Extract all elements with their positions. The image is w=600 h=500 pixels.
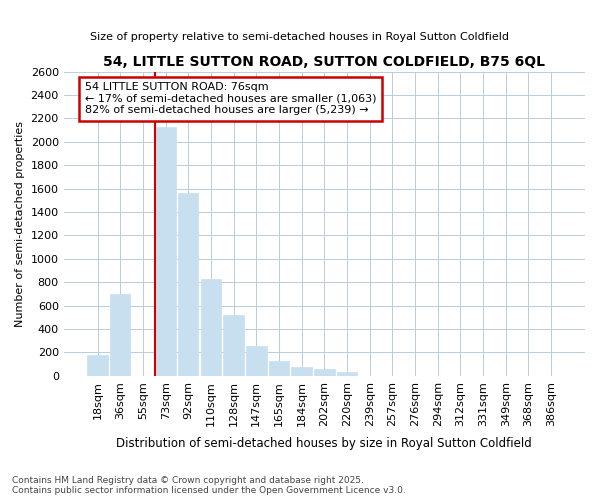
Y-axis label: Number of semi-detached properties: Number of semi-detached properties [15, 120, 25, 326]
Bar [269, 360, 289, 376]
Title: 54, LITTLE SUTTON ROAD, SUTTON COLDFIELD, B75 6QL: 54, LITTLE SUTTON ROAD, SUTTON COLDFIELD… [103, 55, 545, 69]
Text: Size of property relative to semi-detached houses in Royal Sutton Coldfield: Size of property relative to semi-detach… [91, 32, 509, 42]
Bar [337, 372, 357, 376]
Bar [314, 370, 335, 376]
Bar [88, 356, 108, 376]
Bar [110, 294, 130, 376]
Bar [155, 126, 176, 376]
Bar [201, 278, 221, 376]
Bar [292, 366, 312, 376]
Bar [246, 346, 266, 376]
Bar [178, 194, 199, 376]
Text: 54 LITTLE SUTTON ROAD: 76sqm
← 17% of semi-detached houses are smaller (1,063)
8: 54 LITTLE SUTTON ROAD: 76sqm ← 17% of se… [85, 82, 376, 116]
Text: Contains HM Land Registry data © Crown copyright and database right 2025.
Contai: Contains HM Land Registry data © Crown c… [12, 476, 406, 495]
Bar [223, 315, 244, 376]
X-axis label: Distribution of semi-detached houses by size in Royal Sutton Coldfield: Distribution of semi-detached houses by … [116, 437, 532, 450]
